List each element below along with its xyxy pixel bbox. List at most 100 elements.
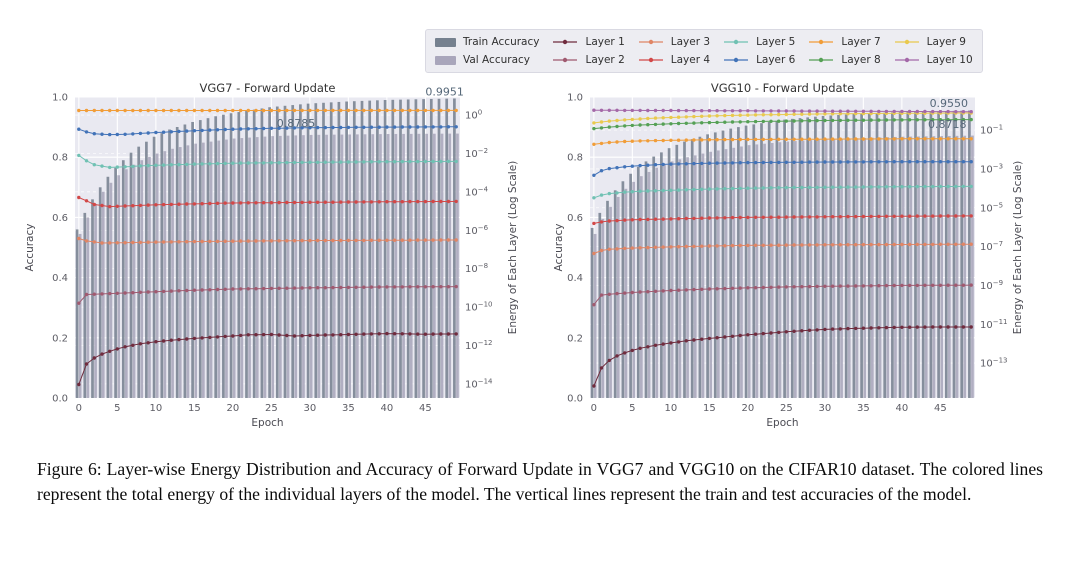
x-tick-label: 30	[818, 403, 831, 414]
val-accuracy-bar	[402, 133, 405, 398]
train-accuracy-bar	[206, 118, 210, 398]
val-accuracy-bar	[609, 206, 612, 398]
train-accuracy-bar	[629, 173, 632, 398]
train-accuracy-bar	[183, 124, 187, 398]
layer-2-line	[592, 283, 973, 307]
log-tick-label: 10−13	[980, 357, 1008, 370]
train-accuracy-bar	[414, 99, 418, 398]
val-accuracy-bar	[655, 167, 659, 398]
legend-label: Layer 2	[585, 54, 625, 66]
val-accuracy-bar	[379, 134, 382, 399]
train-accuracy-bar	[760, 123, 763, 398]
log-tick-label: 10−6	[465, 224, 489, 237]
layer-3-line	[592, 242, 973, 256]
legend-label: Layer 7	[841, 36, 881, 48]
val-accuracy-bar	[948, 135, 951, 398]
train-accuracy-bar	[644, 161, 648, 398]
train-accuracy-bar	[944, 110, 948, 399]
train-accuracy-bar	[790, 118, 794, 398]
val-accuracy-bar	[601, 218, 605, 398]
train-accuracy-bar	[106, 176, 110, 398]
val-accuracy-bar	[232, 138, 236, 398]
layer-1-line-marker-icon	[553, 39, 578, 45]
train-accuracy-bar	[237, 112, 241, 399]
figure-caption: Figure 6: Layer-wise Energy Distribution…	[37, 459, 1043, 504]
train-accuracy-bar	[729, 128, 733, 399]
x-axis-label: Epoch	[251, 417, 283, 429]
legend-item-layer-6: Layer 6	[723, 52, 795, 68]
train-accuracy-bar	[590, 227, 594, 398]
x-tick-label: 40	[895, 403, 908, 414]
layer-1-line	[77, 331, 458, 387]
train-accuracy-bar	[898, 112, 902, 399]
val-accuracy-bar	[240, 138, 244, 398]
train-accuracy-bar	[844, 114, 848, 399]
val-accuracy-bar	[724, 149, 728, 398]
log-tick-label: 10−8	[465, 262, 488, 275]
train-accuracy-bar	[445, 98, 449, 398]
val-accuracy-bar	[332, 134, 336, 399]
legend-item-layer-3: Layer 3	[638, 34, 710, 50]
val-accuracy-bar	[148, 156, 151, 398]
val-accuracy-bar	[178, 147, 182, 398]
val-accuracy-bar	[109, 182, 113, 398]
x-tick-label: 40	[380, 403, 393, 414]
layer-3-line-marker-icon	[638, 39, 663, 45]
train-accuracy-bar	[352, 101, 356, 399]
layer-6-line	[77, 125, 458, 137]
train-accuracy-bar	[245, 110, 248, 398]
x-tick-label: 45	[934, 403, 947, 414]
train-accuracy-bar	[429, 98, 433, 398]
train_accuracy_final-annotation: 0.9550	[930, 97, 969, 110]
x-tick-label: 15	[188, 403, 201, 414]
legend-item-layer-5: Layer 5	[723, 34, 795, 50]
left-y-axis-label: Accuracy	[24, 224, 36, 272]
layer-6-line-marker-icon	[724, 57, 749, 63]
train-accuracy-bar	[698, 136, 702, 398]
train-accuracy-bar	[306, 103, 310, 398]
val-accuracy-bar	[125, 169, 128, 398]
val-accuracy-bar	[840, 138, 843, 399]
val-accuracy-bar	[740, 146, 743, 398]
val-accuracy-bar	[263, 136, 267, 398]
legend-label: Layer 3	[670, 36, 711, 48]
y-tick-label: 0.2	[567, 333, 583, 344]
val-accuracy-bar	[279, 135, 282, 398]
train-accuracy-bar	[399, 99, 402, 398]
val-accuracy-bar	[678, 159, 682, 398]
val-accuracy-bar	[348, 134, 351, 399]
val-accuracy-bar	[763, 143, 766, 398]
train-accuracy-bar	[98, 187, 102, 398]
x-tick-label: 30	[303, 403, 316, 414]
x-axis-label: Epoch	[766, 417, 798, 429]
y-tick-label: 0.4	[567, 273, 583, 284]
val-accuracy-bar	[824, 139, 828, 398]
train-accuracy-bar	[660, 152, 663, 398]
val-accuracy-bar	[886, 137, 890, 398]
val-accuracy-bar	[271, 136, 274, 398]
val-accuracy-bar	[901, 136, 905, 398]
train-accuracy-bar	[175, 126, 179, 398]
chart-legend: Train Accuracy Val Accuracy Layer 1 Layer 2…	[425, 29, 983, 73]
layer-10-line	[592, 108, 973, 114]
train-accuracy-bar	[683, 141, 686, 398]
train-accuracy-bar	[376, 100, 379, 398]
train-accuracy-bar	[437, 98, 441, 398]
val-accuracy-bar	[932, 136, 936, 399]
y-tick-label: 1.0	[52, 93, 68, 104]
val-accuracy-bar	[317, 134, 321, 398]
val-accuracy-bar	[632, 181, 635, 398]
train-accuracy-bar	[145, 141, 148, 399]
train-accuracy-bar	[937, 111, 940, 398]
train-accuracy-bar	[214, 116, 218, 398]
train-accuracy-bar	[952, 110, 956, 398]
train-accuracy-swatch-icon	[435, 37, 456, 47]
x-tick-label: 20	[741, 403, 754, 414]
train-accuracy-bar	[383, 100, 387, 398]
train-accuracy-bar	[806, 117, 810, 398]
train-accuracy-bar	[291, 105, 295, 398]
legend-label: Val Accuracy	[463, 54, 530, 66]
train-accuracy-bar	[783, 119, 786, 398]
val-accuracy-bar	[78, 233, 82, 398]
